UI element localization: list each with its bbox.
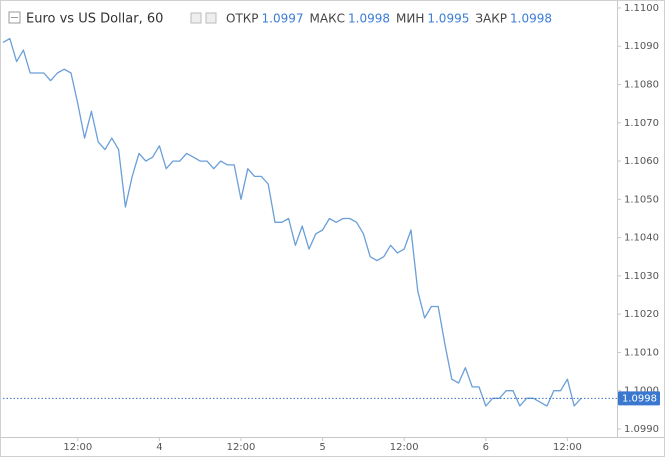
last-price-label: 1.0998 — [622, 393, 657, 404]
y-tick-label: 1.1060 — [624, 156, 659, 167]
ohlc-label: ОТКР — [226, 12, 259, 26]
y-tick-label: 1.1050 — [624, 194, 659, 205]
ohlc-value: 1.0998 — [510, 12, 552, 26]
x-tick-label: 4 — [156, 442, 162, 453]
y-tick-label: 1.1020 — [624, 309, 659, 320]
y-tick-label: 1.1080 — [624, 80, 659, 91]
y-tick-label: 1.1010 — [624, 347, 659, 358]
y-tick-label: 1.1090 — [624, 41, 659, 52]
ohlc-value: 1.0998 — [348, 12, 390, 26]
close-icon[interactable] — [205, 12, 217, 24]
y-tick-label: 1.1040 — [624, 233, 659, 244]
y-tick-label: 1.1070 — [624, 118, 659, 129]
y-tick-label: 1.1030 — [624, 271, 659, 282]
x-tick-label: 12:00 — [553, 442, 582, 453]
header: Euro vs US Dollar, 60 — [8, 11, 217, 27]
y-tick-label: 1.1000 — [624, 386, 659, 397]
ohlc-label: МИН — [396, 12, 424, 26]
ohlc-value: 1.0995 — [427, 12, 469, 26]
y-tick-label: 1.0990 — [624, 424, 659, 435]
last-price-box — [618, 391, 660, 406]
x-tick-label: 6 — [483, 442, 489, 453]
x-tick-label: 12:00 — [63, 442, 92, 453]
ohlc-label: ЗАКР — [475, 12, 507, 26]
x-tick-label: 12:00 — [390, 442, 419, 453]
ohlc-value: 1.0997 — [262, 12, 304, 26]
x-tick-label: 12:00 — [227, 442, 256, 453]
y-tick-label: 1.1100 — [624, 3, 659, 14]
price-line — [2, 37, 582, 407]
ohlc-label: МАКС — [310, 12, 345, 26]
settings-icon[interactable] — [190, 12, 202, 24]
chart-title: Euro vs US Dollar, 60 — [26, 12, 163, 27]
x-tick-label: 5 — [319, 442, 325, 453]
